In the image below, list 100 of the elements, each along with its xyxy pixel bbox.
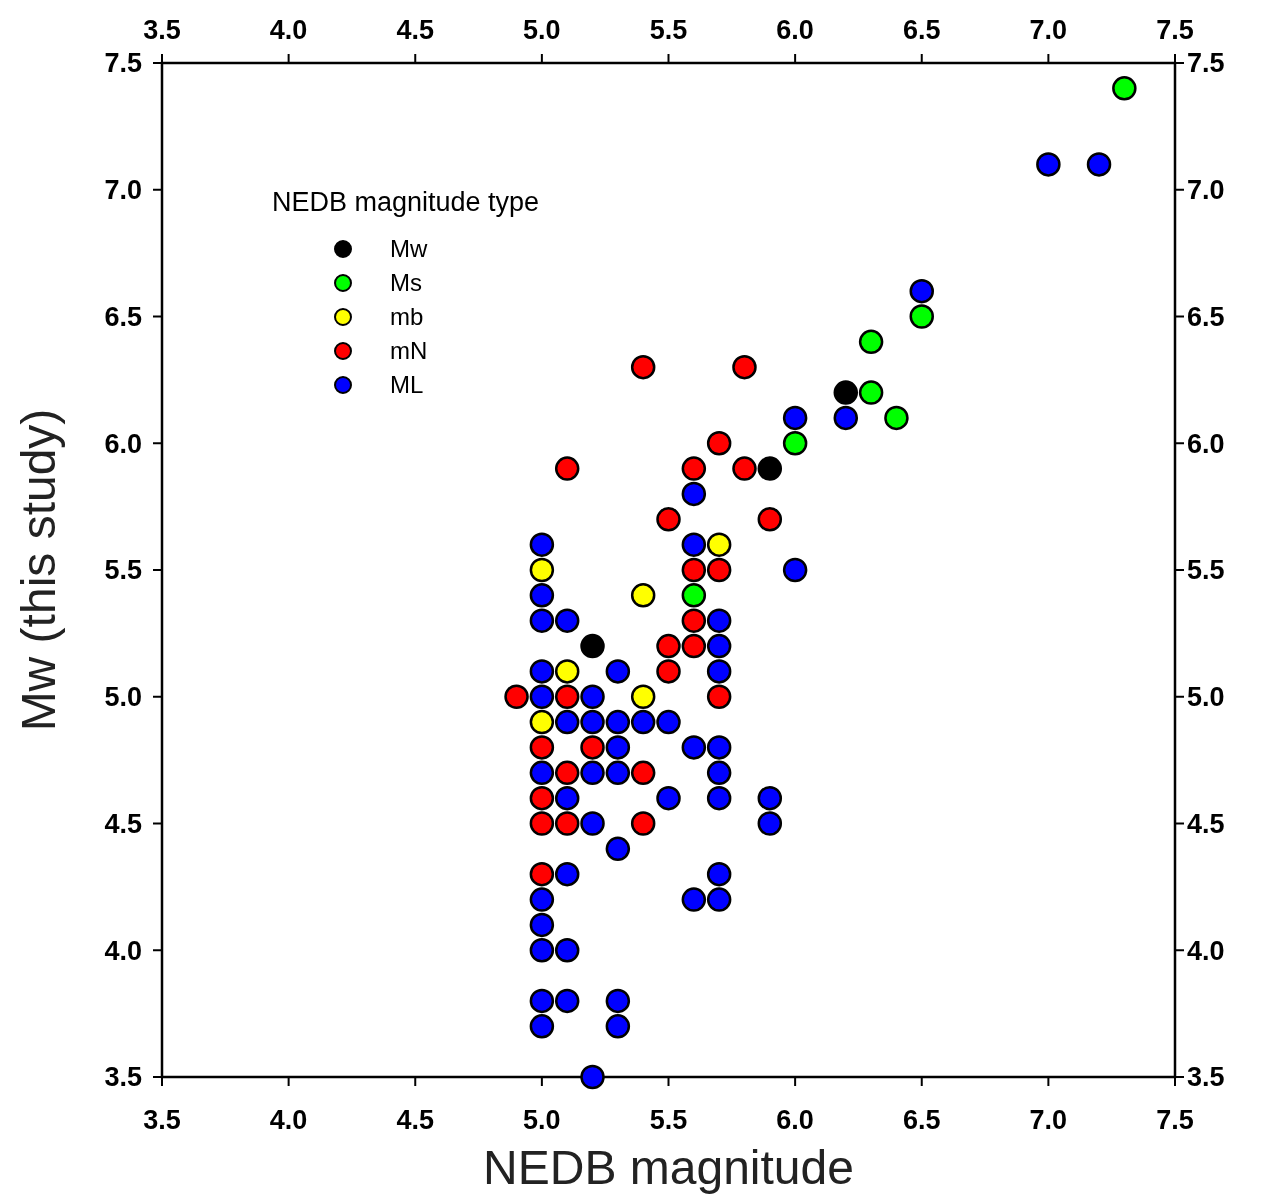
point <box>706 684 732 709</box>
point <box>909 278 934 304</box>
x-tick-label: 7.5 <box>1156 15 1194 45</box>
y-tick-label: 7.0 <box>104 175 142 206</box>
point <box>706 431 732 456</box>
x-tick-label: 6.5 <box>902 15 941 45</box>
x-tick-label: 3.5 <box>143 15 181 45</box>
point <box>554 760 580 786</box>
point <box>529 811 555 836</box>
y-tick-label: 4.0 <box>104 935 142 966</box>
legend-title: NEDB magnitude type <box>272 187 540 218</box>
point <box>580 760 605 786</box>
point <box>706 760 732 786</box>
x2-tick-label: 7.0 <box>1029 1105 1068 1135</box>
point <box>630 811 656 836</box>
point <box>554 861 580 887</box>
point <box>656 633 681 659</box>
y-tick-label: 7.5 <box>104 48 142 79</box>
point <box>554 988 580 1014</box>
point <box>554 659 580 684</box>
point <box>732 456 757 481</box>
point <box>656 709 681 735</box>
point <box>681 456 707 481</box>
x-tick-label: 5.0 <box>523 15 561 45</box>
point <box>554 684 580 709</box>
point <box>909 304 934 329</box>
x2-tick-label: 4.0 <box>269 1105 308 1135</box>
y-tick-label: 6.0 <box>104 428 142 459</box>
point <box>1036 152 1061 177</box>
x2-tick-label: 6.5 <box>902 1105 941 1135</box>
point <box>529 583 555 608</box>
point <box>858 380 884 405</box>
point <box>656 507 681 532</box>
legend-label: mN <box>390 337 428 365</box>
point <box>554 608 580 633</box>
point <box>529 608 555 633</box>
y2-tick-label: 6.0 <box>1187 428 1225 459</box>
point <box>554 785 580 811</box>
point <box>706 557 732 583</box>
point <box>580 811 605 836</box>
point <box>782 405 808 431</box>
point <box>580 735 605 760</box>
point <box>681 735 707 760</box>
point <box>529 887 555 912</box>
point <box>554 456 580 481</box>
y2-tick-label: 7.0 <box>1187 175 1225 206</box>
y-axis-title: Mw (this study) <box>12 408 65 732</box>
point <box>706 608 732 633</box>
point <box>706 659 732 684</box>
point <box>630 354 656 380</box>
x2-tick-label: 7.5 <box>1156 1105 1194 1135</box>
point <box>529 709 555 735</box>
point <box>757 785 783 811</box>
point <box>605 760 631 786</box>
point <box>833 380 859 405</box>
y2-tick-label: 3.5 <box>1187 1062 1225 1093</box>
y-tick-label: 4.5 <box>104 808 142 839</box>
point <box>656 659 681 684</box>
point <box>732 354 757 380</box>
point <box>554 938 580 963</box>
x2-tick-label: 5.5 <box>649 1105 688 1135</box>
x-tick-label: 4.0 <box>269 15 308 45</box>
point <box>757 456 783 481</box>
x-axis-title: NEDB magnitude <box>483 1141 854 1194</box>
legend-label: mb <box>390 303 424 331</box>
point <box>630 583 656 608</box>
point <box>529 760 555 786</box>
point <box>529 912 555 938</box>
x2-tick-label: 3.5 <box>143 1105 181 1135</box>
point <box>706 532 732 557</box>
x2-tick-label: 5.0 <box>523 1105 561 1135</box>
point <box>630 760 656 786</box>
point <box>757 811 783 836</box>
point <box>605 659 631 684</box>
point <box>706 735 732 760</box>
point <box>529 684 555 709</box>
y2-tick-label: 6.5 <box>1187 301 1225 332</box>
point <box>706 887 732 912</box>
y-tick-label: 6.5 <box>104 301 142 332</box>
x2-tick-label: 4.5 <box>396 1105 435 1135</box>
point <box>858 329 884 355</box>
point <box>529 659 555 684</box>
y2-tick-label: 4.0 <box>1187 935 1225 966</box>
point <box>580 684 605 709</box>
x-tick-label: 5.5 <box>649 15 688 45</box>
point <box>605 836 631 862</box>
legend-label: ML <box>390 371 424 399</box>
point <box>1112 76 1137 101</box>
point <box>504 684 529 709</box>
point <box>681 557 707 583</box>
point <box>681 608 707 633</box>
point <box>782 431 808 456</box>
point <box>757 507 783 532</box>
point <box>529 735 555 760</box>
point <box>681 887 707 912</box>
point <box>529 861 555 887</box>
point <box>605 1014 631 1039</box>
point <box>529 532 555 557</box>
x2-tick-label: 6.0 <box>776 1105 814 1135</box>
x-tick-label: 7.0 <box>1029 15 1068 45</box>
